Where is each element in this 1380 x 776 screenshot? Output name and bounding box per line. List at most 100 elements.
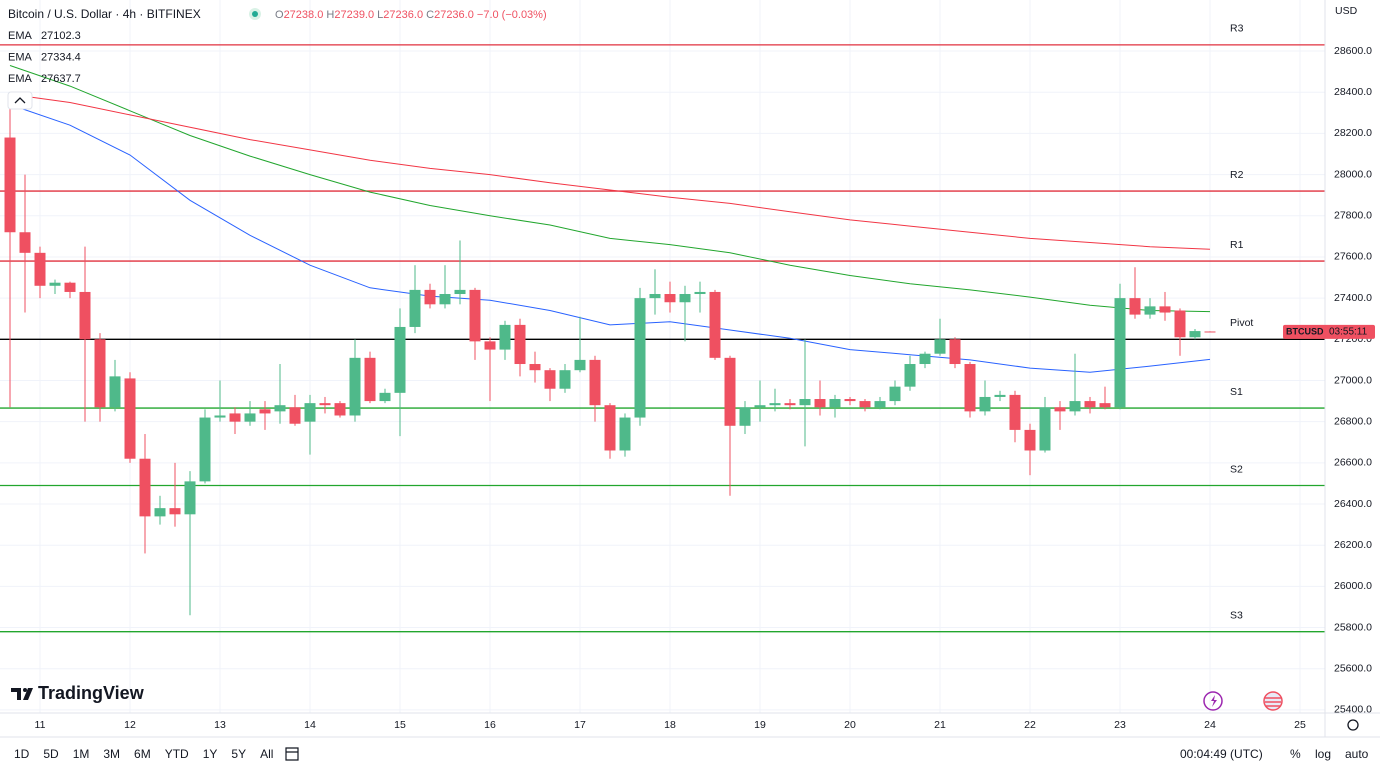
candle-body <box>94 339 106 408</box>
candle-body <box>1039 407 1051 451</box>
candle-body <box>49 282 61 286</box>
candle-body <box>304 403 316 422</box>
ema-line <box>9 104 1211 373</box>
logo-text: TradingView <box>38 683 145 703</box>
candle-body <box>994 394 1006 397</box>
plot-area <box>0 0 1325 713</box>
y-tick-label: 27600.0 <box>1334 251 1372 263</box>
candle-body <box>109 376 121 408</box>
candle-body <box>529 364 541 371</box>
candle-body <box>634 298 646 418</box>
candle-body <box>739 407 751 426</box>
ema-legend-name: EMA <box>8 51 33 63</box>
ohlc: O27238.0 H27239.0 L27236.0 C27236.0 −7.0… <box>275 9 547 21</box>
range-button[interactable]: All <box>260 747 273 761</box>
candle-body <box>184 481 196 515</box>
o-value: 27238.0 <box>284 9 324 21</box>
price-tag-symbol: BTCUSD <box>1286 326 1324 336</box>
price-tag <box>1283 324 1375 339</box>
candle-body <box>1054 407 1066 412</box>
candle-body <box>454 289 466 295</box>
pivot-label: Pivot <box>1230 317 1253 329</box>
pivot-label: S2 <box>1230 463 1243 475</box>
candle-body <box>484 341 496 350</box>
candle-body <box>289 407 301 424</box>
ema-legend-name: EMA <box>8 73 33 85</box>
candle-body <box>334 403 346 416</box>
range-button[interactable]: 1M <box>73 747 90 761</box>
candle-body <box>694 291 706 295</box>
candle-body <box>379 392 391 402</box>
candle-body <box>559 370 571 389</box>
x-tick-label: 21 <box>934 719 946 731</box>
axis-option[interactable]: log <box>1315 747 1331 761</box>
x-tick-label: 11 <box>35 719 46 731</box>
y-tick-label: 26400.0 <box>1334 498 1372 510</box>
y-tick-label: 27800.0 <box>1334 210 1372 222</box>
candle-body <box>949 339 961 365</box>
x-tick-label: 20 <box>844 719 856 731</box>
axis-option[interactable]: auto <box>1345 747 1369 761</box>
candle-body <box>544 370 556 389</box>
x-tick-label: 25 <box>1294 719 1306 731</box>
candle-body <box>784 403 796 406</box>
candle-body <box>859 401 871 408</box>
candle-body <box>649 294 661 299</box>
candle-body <box>934 339 946 354</box>
candle-body <box>724 357 736 426</box>
candle-body <box>814 399 826 408</box>
range-button[interactable]: 5D <box>43 747 59 761</box>
candle-body <box>964 364 976 412</box>
range-button[interactable]: YTD <box>165 747 189 761</box>
candle-body <box>1069 401 1081 412</box>
candle-body <box>409 289 421 327</box>
candle-body <box>1189 331 1201 338</box>
candle-body <box>829 399 841 408</box>
candle-body <box>424 289 436 305</box>
ema-legend-value: 27334.4 <box>41 51 81 63</box>
c-letter: C <box>426 9 434 21</box>
pivot-label: S1 <box>1230 386 1243 398</box>
x-tick-label: 23 <box>1114 719 1126 731</box>
range-button[interactable]: 1Y <box>203 747 218 761</box>
x-tick-label: 13 <box>214 719 226 731</box>
candle-body <box>1084 401 1096 408</box>
candle-body <box>889 386 901 402</box>
pivot-label: S3 <box>1230 609 1243 621</box>
candle-body <box>4 137 16 233</box>
candle-body <box>1129 298 1141 315</box>
range-button[interactable]: 6M <box>134 747 151 761</box>
event-icon[interactable] <box>1203 691 1223 711</box>
candle-body <box>919 353 931 365</box>
candle-body <box>904 364 916 387</box>
candle-body <box>274 405 286 412</box>
pivot-label: R1 <box>1230 239 1244 251</box>
candle-body <box>709 291 721 358</box>
range-button[interactable]: 5Y <box>231 747 246 761</box>
logo-icon <box>11 688 33 700</box>
settings-icon[interactable] <box>1347 719 1359 731</box>
x-tick-label: 18 <box>664 719 676 731</box>
axis-option[interactable]: % <box>1290 747 1301 761</box>
candle-body <box>319 403 331 406</box>
collapse-button[interactable] <box>7 91 33 110</box>
currency[interactable]: USD <box>1335 5 1358 17</box>
candle-body <box>214 415 226 418</box>
date-range-icon[interactable] <box>285 747 299 761</box>
range-button[interactable]: 1D <box>14 747 30 761</box>
candle-body <box>1204 331 1216 333</box>
y-tick-label: 28400.0 <box>1334 86 1372 98</box>
y-tick-label: 26600.0 <box>1334 457 1372 469</box>
y-tick-label: 25800.0 <box>1334 621 1372 633</box>
candle-body <box>1159 306 1171 313</box>
candle-body <box>514 324 526 365</box>
logo: TradingView <box>11 683 145 703</box>
candle-body <box>1114 298 1126 408</box>
candle-body <box>574 359 586 371</box>
y-tick-label: 26000.0 <box>1334 580 1372 592</box>
range-button[interactable]: 3M <box>103 747 120 761</box>
candle-body <box>64 282 76 292</box>
economic-icon[interactable] <box>1263 691 1283 711</box>
candle-body <box>604 405 616 451</box>
